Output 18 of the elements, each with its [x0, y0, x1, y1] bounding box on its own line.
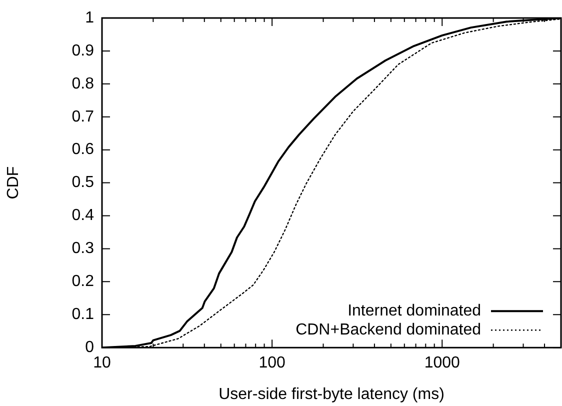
x-tick-label: 10: [93, 354, 111, 372]
y-tick-label: 0.4: [72, 207, 94, 224]
y-tick-label: 0.7: [72, 108, 94, 126]
x-tick-label: 100: [258, 354, 286, 372]
y-tick-label: 0: [85, 339, 94, 356]
y-axis-title: CDF: [5, 166, 22, 200]
y-tick-label: 0.6: [72, 141, 94, 158]
y-tick-label: 0.9: [72, 42, 94, 60]
y-tick-label: 0.2: [72, 273, 94, 290]
y-tick-label: 0.3: [72, 240, 94, 258]
legend-label: Internet dominated: [348, 302, 481, 320]
y-tick-label: 1: [85, 9, 94, 26]
y-tick-label: 0.1: [72, 306, 94, 324]
legend-label: CDN+Backend dominated: [296, 322, 481, 339]
x-axis-title: User-side first-byte latency (ms): [218, 386, 444, 403]
y-tick-label: 0.5: [72, 174, 94, 192]
x-tick-label: 1000: [424, 354, 460, 372]
y-tick-label: 0.8: [72, 75, 94, 92]
